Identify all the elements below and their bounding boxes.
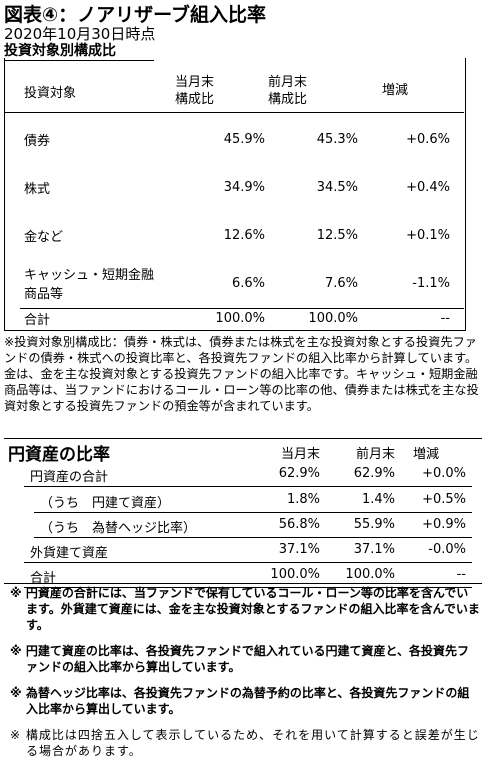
- cell: 45.3%: [316, 132, 358, 147]
- cell: 45.9%: [223, 132, 265, 147]
- notes: ※ 円資産の合計には、当ファンドで保有しているコール・ローン等の比率を含んでいま…: [4, 583, 480, 759]
- cell: 62.9%: [278, 466, 320, 481]
- cell: --: [440, 311, 450, 326]
- column-header: 増減: [381, 83, 408, 98]
- row-label: キャッシュ・短期金融 商品等: [24, 268, 155, 302]
- section-title: 円資産の比率: [8, 445, 110, 465]
- cell: 12.6%: [223, 228, 265, 243]
- note: ※投資対象別構成比：債券・株式は、債券または株式を主な投資対象とする投資先ファン…: [4, 335, 479, 413]
- column-header: 当月末: [280, 447, 320, 462]
- cell: -1.1%: [412, 276, 450, 291]
- row-label: 株式: [24, 182, 51, 197]
- cell: 100.0%: [270, 567, 320, 582]
- row-label: 外貨建て資産: [30, 546, 109, 561]
- cell: +0.6%: [406, 132, 450, 147]
- note-item: ※ 為替ヘッジ比率は、各投資先ファンドの為替予約の比率と、各投資先ファンドの組入…: [10, 686, 470, 716]
- cell: 34.9%: [223, 180, 265, 195]
- cell: -0.0%: [428, 542, 466, 557]
- note-item: ※ 構成比は四捨五入して表示しているため、それを用いて計算すると誤差が生じる場合…: [10, 728, 480, 758]
- cell: +0.5%: [422, 492, 466, 507]
- bottom-rule: [4, 583, 482, 584]
- row-label: 合計: [30, 571, 57, 586]
- cell: +0.4%: [406, 180, 450, 195]
- cell: 6.6%: [231, 276, 265, 291]
- cell: 100.0%: [215, 311, 265, 326]
- column-header: 当月末 構成比: [175, 75, 215, 107]
- cell: --: [456, 567, 466, 582]
- table-box: [4, 58, 466, 331]
- cell: +0.9%: [422, 517, 466, 532]
- row-rule: [34, 512, 472, 513]
- row-rule: [24, 562, 472, 563]
- header-rule: [4, 438, 482, 439]
- header-rule: [4, 112, 464, 113]
- cell: +0.0%: [422, 466, 466, 481]
- cell: 56.8%: [278, 517, 320, 532]
- cell: 55.9%: [353, 517, 395, 532]
- row-rule: [24, 486, 472, 487]
- row-label: （うち 円建て資産）: [40, 496, 171, 511]
- cell: 37.1%: [353, 542, 395, 557]
- column-header: 前月末: [355, 447, 395, 462]
- column-header: 増減: [412, 447, 439, 462]
- column-header: 前月末 構成比: [268, 75, 308, 107]
- column-header: 投資対象: [24, 86, 77, 101]
- row-rule: [24, 587, 472, 588]
- cell: 12.5%: [316, 228, 358, 243]
- note-item: ※ 円建て資産の比率は、各投資先ファンドで組入れている円建て資産と、各投資先ファ…: [10, 644, 470, 674]
- title: 図表④：ノアリザーブ組入比率: [4, 4, 266, 26]
- row-rule: [34, 537, 472, 538]
- cell: 34.5%: [316, 180, 358, 195]
- date: 2020年10月30日時点: [4, 25, 156, 43]
- section-title: 投資対象別構成比: [4, 40, 154, 61]
- cell: 1.4%: [361, 492, 395, 507]
- cell: 62.9%: [353, 466, 395, 481]
- row-label: 円資産の合計: [30, 470, 109, 485]
- cell: 7.6%: [324, 276, 358, 291]
- row-label: 合計: [24, 313, 51, 328]
- row-label: 金など: [24, 230, 64, 245]
- row-label: 債券: [24, 134, 51, 149]
- total-rule: [20, 308, 464, 309]
- cell: 100.0%: [308, 311, 358, 326]
- cell: 1.8%: [286, 492, 320, 507]
- cell: 37.1%: [278, 542, 320, 557]
- cell: 100.0%: [345, 567, 395, 582]
- row-label: （うち 為替ヘッジ比率）: [40, 521, 197, 536]
- note-item: ※ 円資産の合計には、当ファンドで保有しているコール・ローン等の比率を含んでいま…: [10, 586, 480, 632]
- cell: +0.1%: [406, 228, 450, 243]
